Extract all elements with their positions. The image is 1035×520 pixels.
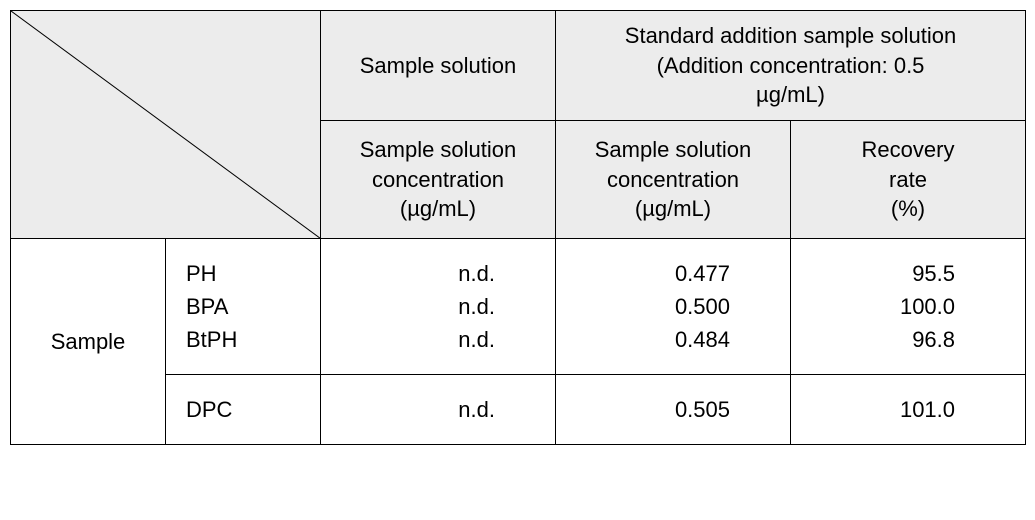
recovery-1: 95.5 100.0 96.8 xyxy=(791,239,1026,375)
sub-header-recovery: Recovery rate (%) xyxy=(791,121,1026,239)
std-conc-2: 0.505 xyxy=(556,375,791,445)
header-row-1: Sample solution Standard addition sample… xyxy=(11,11,1026,121)
value: n.d. xyxy=(458,261,495,286)
col-header-std-addition: Standard addition sample solution (Addit… xyxy=(556,11,1026,121)
value: 0.505 xyxy=(675,397,730,422)
header-text: µg/mL) xyxy=(756,82,825,107)
analyte: DPC xyxy=(186,397,232,422)
header-text: rate xyxy=(889,167,927,192)
value: 0.477 xyxy=(675,261,730,286)
analyte: PH xyxy=(186,261,217,286)
sample-conc-1: n.d. n.d. n.d. xyxy=(321,239,556,375)
sample-conc-2: n.d. xyxy=(321,375,556,445)
sub-header-std-conc: Sample solution concentration (µg/mL) xyxy=(556,121,791,239)
data-table: Sample solution Standard addition sample… xyxy=(10,10,1026,445)
header-text: concentration xyxy=(372,167,504,192)
analyte-names-1: PH BPA BtPH xyxy=(166,239,321,375)
value: n.d. xyxy=(458,397,495,422)
row-label-text: Sample xyxy=(51,329,126,354)
analyte-names-2: DPC xyxy=(166,375,321,445)
analyte: BtPH xyxy=(186,327,237,352)
value: n.d. xyxy=(458,327,495,352)
col-header-sample-solution: Sample solution xyxy=(321,11,556,121)
header-text: (%) xyxy=(891,196,925,221)
diagonal-header xyxy=(11,11,321,239)
header-text: Sample solution xyxy=(360,53,517,78)
row-label-sample: Sample xyxy=(11,239,166,445)
sub-header-sample-conc: Sample solution concentration (µg/mL) xyxy=(321,121,556,239)
header-text: Sample solution xyxy=(595,137,752,162)
header-text: (Addition concentration: 0.5 xyxy=(657,53,925,78)
recovery-2: 101.0 xyxy=(791,375,1026,445)
value: 100.0 xyxy=(900,294,955,319)
std-conc-1: 0.477 0.500 0.484 xyxy=(556,239,791,375)
value: 96.8 xyxy=(912,327,955,352)
value: n.d. xyxy=(458,294,495,319)
header-text: (µg/mL) xyxy=(635,196,711,221)
header-text: Sample solution xyxy=(360,137,517,162)
header-text: (µg/mL) xyxy=(400,196,476,221)
diagonal-line-icon xyxy=(11,11,320,238)
header-text: Standard addition sample solution xyxy=(625,23,956,48)
analyte: BPA xyxy=(186,294,228,319)
header-text: concentration xyxy=(607,167,739,192)
value: 0.500 xyxy=(675,294,730,319)
table-row: Sample PH BPA BtPH n.d. n.d. n.d. 0.477 … xyxy=(11,239,1026,375)
value: 95.5 xyxy=(912,261,955,286)
value: 101.0 xyxy=(900,397,955,422)
header-text: Recovery xyxy=(862,137,955,162)
value: 0.484 xyxy=(675,327,730,352)
